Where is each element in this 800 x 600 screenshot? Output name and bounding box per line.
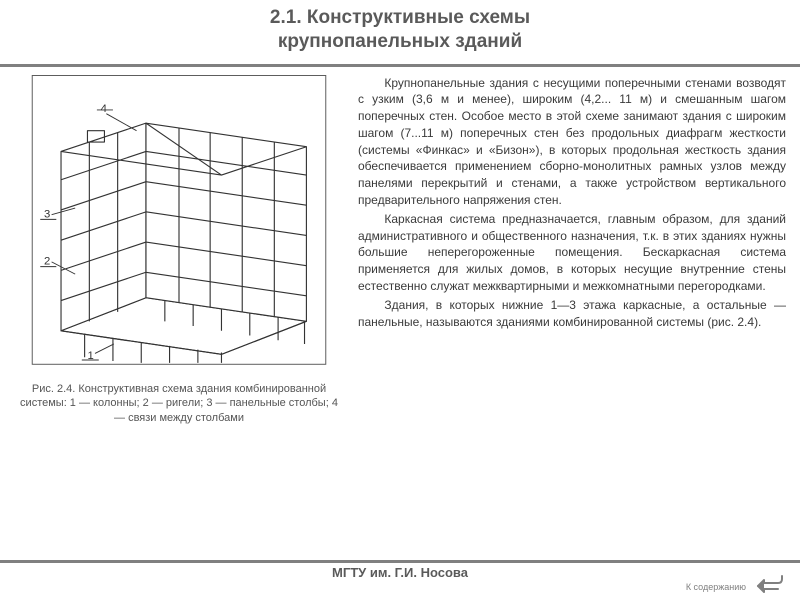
title-rule [0, 64, 800, 67]
figure-caption: Рис. 2.4. Конструктивная схема здания ко… [14, 382, 344, 427]
body-text: Крупнопанельные здания с несущими попере… [358, 75, 786, 551]
slide-title: 2.1. Конструктивные схемы крупнопанельны… [0, 0, 800, 62]
title-line-1: 2.1. Конструктивные схемы [270, 7, 530, 28]
paragraph-1: Крупнопанельные здания с несущими попере… [358, 75, 786, 209]
footer-org: МГТУ им. Г.И. Носова [0, 565, 800, 580]
paragraph-3: Здания, в которых нижние 1—3 этажа карка… [358, 297, 786, 331]
diagram-label-4: 4 [101, 102, 107, 114]
title-line-2: крупнопанельных зданий [278, 31, 522, 52]
figure-diagram: 4 3 2 1 [32, 75, 327, 365]
paragraph-2: Каркасная система предназначается, главн… [358, 211, 786, 295]
footer-rule [0, 560, 800, 563]
diagram-label-3: 3 [44, 208, 50, 220]
diagram-label-2: 2 [44, 255, 50, 267]
return-icon[interactable] [754, 572, 786, 594]
footer-toc-label: К содержанию [686, 582, 746, 592]
